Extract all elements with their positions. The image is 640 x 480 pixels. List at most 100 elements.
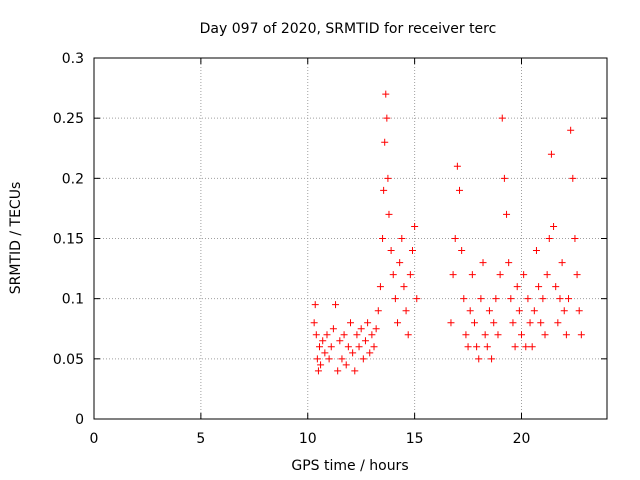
data-point <box>338 355 346 363</box>
data-point <box>453 162 461 170</box>
data-point <box>547 150 555 158</box>
data-point <box>381 138 389 146</box>
data-point <box>384 174 392 182</box>
y-axis-label: SRMTID / TECUs <box>8 182 24 295</box>
data-point <box>370 343 378 351</box>
chart-title: Day 097 of 2020, SRMTID for receiver ter… <box>200 21 497 37</box>
x-tick-label: 15 <box>406 431 424 447</box>
data-point <box>466 307 474 315</box>
data-point <box>539 295 547 303</box>
data-point <box>311 301 319 309</box>
data-point <box>411 222 419 230</box>
data-point <box>456 186 464 194</box>
data-point <box>492 295 500 303</box>
data-point <box>488 355 496 363</box>
data-point <box>364 319 372 327</box>
y-tick-label: 0.05 <box>53 352 84 368</box>
data-point <box>332 301 340 309</box>
data-point <box>545 235 553 242</box>
x-tick-label: 5 <box>196 431 205 447</box>
data-point <box>554 319 562 327</box>
data-point <box>509 319 517 327</box>
y-tick-label: 0 <box>75 412 84 428</box>
data-point <box>357 325 365 333</box>
data-point <box>513 283 521 291</box>
data-point <box>376 283 384 291</box>
x-tick-label: 20 <box>513 431 531 447</box>
data-point <box>507 295 515 303</box>
data-point <box>359 355 367 363</box>
data-point <box>380 186 388 194</box>
data-point <box>537 319 545 327</box>
data-point <box>532 247 540 255</box>
data-point <box>477 295 485 303</box>
data-point <box>500 174 508 182</box>
data-point <box>342 361 350 369</box>
data-point <box>494 331 502 339</box>
data-point <box>327 343 335 351</box>
data-point <box>490 319 498 327</box>
data-point <box>552 283 560 291</box>
data-point <box>530 307 538 315</box>
data-point <box>382 90 390 98</box>
data-points <box>310 90 585 375</box>
data-point <box>475 355 483 363</box>
data-point <box>321 349 329 357</box>
x-tick-label: 0 <box>90 431 99 447</box>
data-point <box>569 174 577 182</box>
data-point <box>535 283 543 291</box>
data-point <box>571 235 579 242</box>
data-point <box>565 295 573 303</box>
data-point <box>567 126 575 134</box>
data-point <box>462 331 470 339</box>
data-point <box>558 259 566 267</box>
data-point <box>479 259 487 267</box>
data-point <box>329 325 337 333</box>
data-point <box>473 343 481 351</box>
y-tick-label: 0.25 <box>53 111 84 127</box>
data-point <box>361 337 369 345</box>
data-point <box>340 331 348 339</box>
data-point <box>325 355 333 363</box>
data-point <box>387 247 395 255</box>
data-point <box>385 210 393 218</box>
data-point <box>447 319 455 327</box>
data-point <box>485 307 493 315</box>
data-point <box>573 271 581 279</box>
data-point <box>550 222 558 230</box>
axis-ticks <box>93 57 607 420</box>
data-point <box>379 235 387 242</box>
data-point <box>541 331 549 339</box>
x-tick-label: 10 <box>299 431 317 447</box>
data-point <box>515 307 523 315</box>
data-point <box>334 367 342 375</box>
data-point <box>528 343 536 351</box>
plot-frame <box>93 57 608 420</box>
data-point <box>317 361 325 369</box>
data-point <box>391 295 399 303</box>
data-point <box>449 271 457 279</box>
data-point <box>349 349 357 357</box>
data-point <box>481 331 489 339</box>
data-point <box>355 343 363 351</box>
data-point <box>351 367 359 375</box>
x-axis-label: GPS time / hours <box>291 458 408 474</box>
data-point <box>383 114 391 122</box>
data-point <box>389 271 397 279</box>
data-point <box>543 271 551 279</box>
data-point <box>372 325 380 333</box>
data-point <box>312 331 320 339</box>
y-tick-label: 0.3 <box>62 51 84 67</box>
data-point <box>556 295 564 303</box>
data-point <box>366 349 374 357</box>
tick-labels: 0 0.05 0.1 0.15 0.2 0.25 0.3 0 5 10 15 20 <box>53 51 531 447</box>
data-point <box>396 259 404 267</box>
y-tick-label: 0.1 <box>62 292 84 308</box>
data-point <box>398 235 406 242</box>
data-point <box>368 331 376 339</box>
data-point <box>458 247 466 255</box>
data-point <box>323 331 331 339</box>
y-tick-label: 0.15 <box>53 232 84 248</box>
data-point <box>496 271 504 279</box>
data-point <box>511 343 519 351</box>
